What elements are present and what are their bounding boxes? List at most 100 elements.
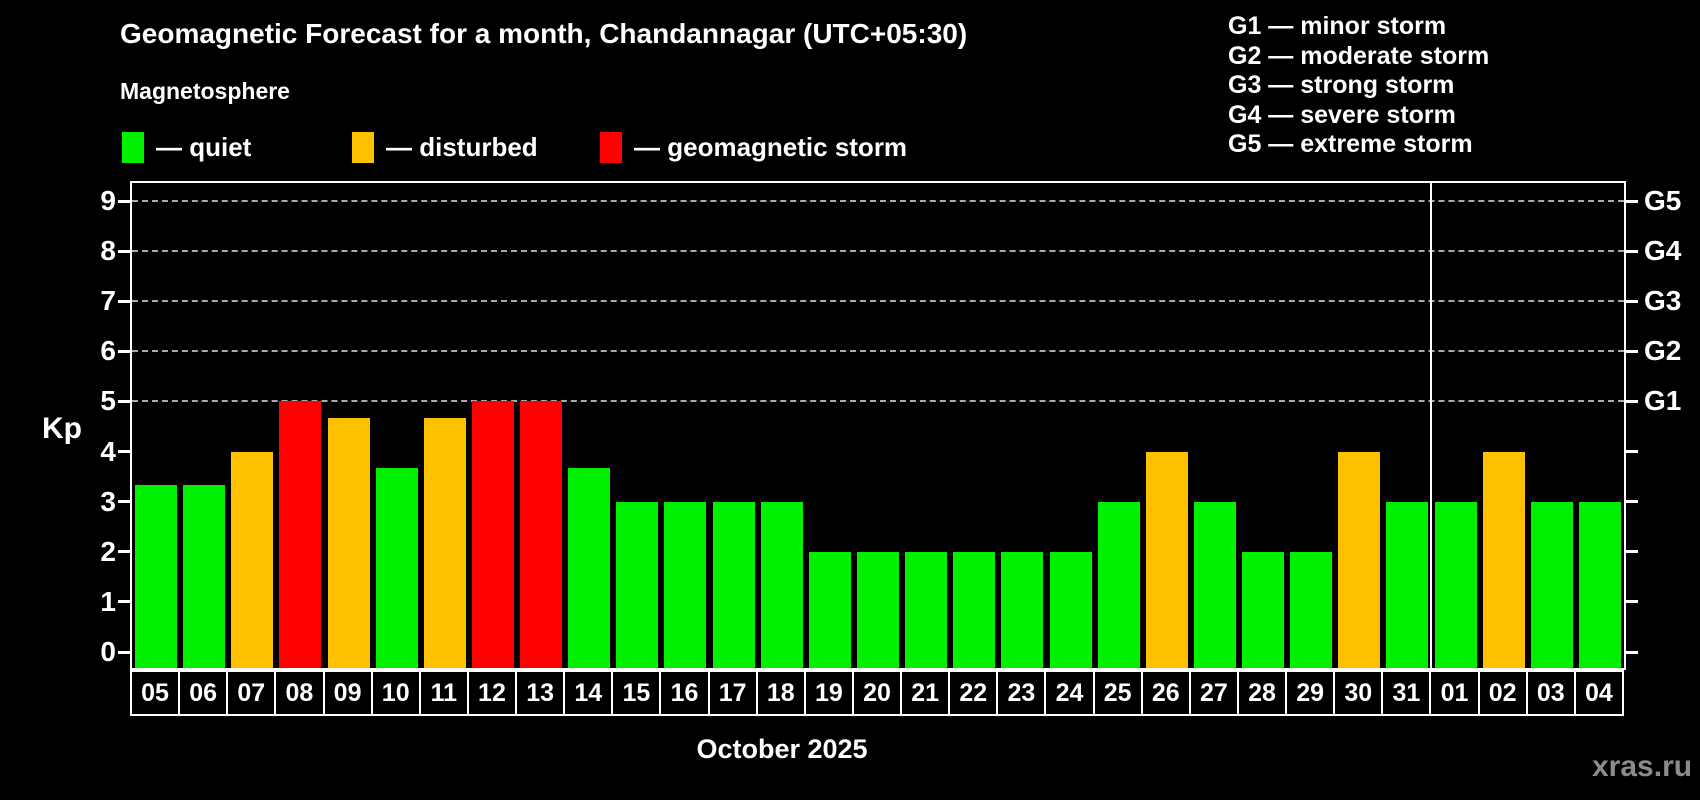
bar-day-31 [1386, 501, 1429, 668]
x-label-day-21: 21 [900, 670, 951, 716]
x-label-day-25: 25 [1092, 670, 1143, 716]
y-tick-label-0: 0 [100, 636, 116, 667]
bar-day-07 [231, 451, 274, 668]
legend-label-quiet: — quiet [156, 131, 252, 162]
x-label-day-03: 03 [1525, 670, 1576, 716]
x-label-day-24: 24 [1044, 670, 1095, 716]
y-tick-mark-right-8 [1626, 249, 1638, 253]
right-axis-label-g1: G1 [1644, 385, 1682, 417]
watermark-text: xras.ru [1592, 750, 1693, 783]
y-tick-mark-left-0 [118, 650, 130, 654]
y-tick-mark-right-9 [1626, 199, 1638, 203]
x-axis-month-label: October 2025 [696, 734, 868, 764]
y-tick-mark-right-5 [1626, 399, 1638, 403]
right-axis-label-g2: G2 [1644, 335, 1682, 367]
x-label-day-10: 10 [370, 670, 421, 716]
storm-color-swatch-icon [600, 131, 622, 163]
y-tick-mark-right-3 [1626, 500, 1638, 504]
y-tick-label-8: 8 [100, 235, 116, 267]
x-label-day-26: 26 [1140, 670, 1191, 716]
quiet-color-swatch-icon [122, 131, 144, 163]
x-label-day-08: 08 [274, 670, 325, 716]
bar-day-03 [1530, 501, 1573, 668]
x-label-day-13: 13 [515, 670, 566, 716]
x-label-day-22: 22 [948, 670, 999, 716]
x-label-day-31: 31 [1381, 670, 1432, 716]
y-tick-mark-left-5 [118, 399, 130, 403]
gridline-kp-7 [132, 300, 1624, 303]
legend-label-storm: — geomagnetic storm [634, 131, 908, 162]
g-legend-line-g1: G1 — minor storm [1228, 12, 1447, 40]
bar-day-29 [1290, 551, 1333, 668]
y-tick-mark-left-8 [118, 249, 130, 253]
y-tick-mark-right-6 [1626, 349, 1638, 353]
bar-day-01 [1434, 501, 1477, 668]
y-axis-title: Kp [42, 412, 82, 445]
gridline-kp-8 [132, 250, 1624, 253]
bar-day-10 [375, 468, 418, 668]
bar-day-16 [664, 501, 707, 668]
bar-day-24 [1049, 551, 1092, 668]
bar-day-20 [857, 551, 899, 668]
x-label-day-30: 30 [1333, 670, 1384, 716]
y-tick-label-6: 6 [100, 335, 116, 367]
gridline-kp-5 [132, 400, 1624, 403]
x-label-day-09: 09 [322, 670, 373, 716]
disturbed-color-swatch-icon [352, 131, 374, 163]
x-label-day-14: 14 [563, 670, 614, 716]
x-label-day-01: 01 [1429, 670, 1480, 716]
legend-item-storm: — geomagnetic storm [600, 130, 907, 164]
month-separator-line [1430, 183, 1433, 668]
y-tick-label-9: 9 [100, 185, 116, 216]
x-label-day-02: 02 [1477, 670, 1528, 716]
bar-day-11 [423, 418, 466, 668]
bar-day-26 [1145, 451, 1188, 668]
bar-day-21 [905, 551, 948, 668]
plot-area [130, 181, 1626, 670]
y-tick-label-1: 1 [100, 585, 116, 617]
x-label-day-28: 28 [1236, 670, 1288, 716]
x-label-day-04: 04 [1573, 670, 1624, 716]
x-label-day-15: 15 [611, 670, 662, 716]
bar-day-12 [471, 401, 514, 668]
g-legend-line-g5: G5 — extreme storm [1228, 130, 1473, 158]
x-label-day-05: 05 [130, 670, 181, 716]
x-label-day-20: 20 [851, 670, 903, 716]
bar-day-17 [712, 501, 755, 668]
x-label-day-12: 12 [466, 670, 518, 716]
right-axis-label-g3: G3 [1644, 285, 1682, 317]
right-axis-label-g4: G4 [1644, 235, 1682, 267]
x-label-day-07: 07 [226, 670, 277, 716]
bar-day-14 [568, 468, 611, 668]
bar-day-09 [327, 418, 370, 668]
x-label-day-17: 17 [707, 670, 758, 716]
right-axis-label-g5: G5 [1644, 185, 1682, 216]
bar-day-15 [616, 501, 659, 668]
y-tick-mark-left-1 [118, 600, 130, 604]
y-tick-mark-right-2 [1626, 550, 1638, 554]
bar-day-27 [1193, 501, 1236, 668]
y-tick-mark-right-0 [1626, 650, 1638, 654]
gridline-kp-9 [132, 200, 1624, 202]
x-label-day-18: 18 [755, 670, 806, 716]
g-legend-line-g3: G3 — strong storm [1228, 71, 1455, 99]
y-tick-label-5: 5 [100, 385, 116, 417]
y-tick-label-2: 2 [100, 535, 116, 567]
x-label-day-29: 29 [1285, 670, 1336, 716]
y-tick-mark-right-4 [1626, 450, 1638, 454]
bar-day-28 [1242, 551, 1285, 668]
y-tick-mark-left-6 [118, 349, 130, 353]
legend-label-disturbed: — disturbed [386, 131, 538, 162]
bar-day-02 [1482, 451, 1525, 668]
bar-day-23 [1001, 551, 1044, 668]
g-legend-line-g2: G2 — moderate storm [1228, 41, 1490, 70]
x-label-day-19: 19 [803, 670, 854, 716]
legend-item-quiet: — quiet [122, 130, 251, 164]
bar-day-22 [953, 551, 996, 668]
x-label-day-23: 23 [996, 670, 1047, 716]
chart-subtitle: Magnetosphere [120, 78, 290, 104]
chart-title: Geomagnetic Forecast for a month, Chanda… [120, 18, 968, 49]
bar-day-06 [183, 485, 226, 668]
bar-day-04 [1578, 501, 1621, 668]
